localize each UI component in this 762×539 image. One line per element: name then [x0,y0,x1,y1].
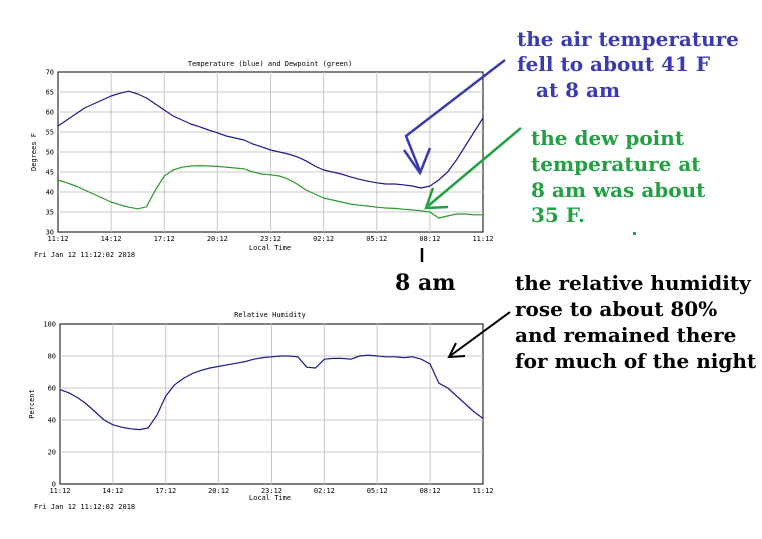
humidity-y-axis-label: Percent [28,389,36,419]
y-tick-label: 45 [46,169,54,177]
y-tick-label: 35 [46,209,54,217]
dew-point-note-line-3: 8 am was about [531,178,706,202]
x-tick-label: 02:12 [314,487,335,495]
x-tick-label: 14:12 [102,487,123,495]
humidity-note: the relative humidity rose to about 80% … [515,271,757,373]
humidity-note-line-3: and remained there [515,323,736,347]
temperature-y-axis-label: Degrees F [30,133,38,171]
air-temperature-arrow [402,59,506,176]
x-tick-label: 11:12 [472,235,493,243]
humidity-x-ticks: 11:12 14:12 17:12 20:12 23:12 02:12 05:12 08:12… [49,487,493,495]
dew-point-note-line-1: the dew point [531,126,685,150]
humidity-x-axis-label: Local Time [249,494,291,502]
y-tick-label: 50 [46,149,54,157]
series-line-1 [57,165,483,219]
x-tick-label: 23:12 [261,487,282,495]
dew-point-note: the dew point temperature at 8 am was ab… [531,126,706,235]
x-tick-label: 02:12 [313,235,334,243]
temperature-x-axis-label: Local Time [249,244,291,252]
y-tick-label: 0 [52,481,56,489]
series-line-0 [57,90,484,189]
temperature-x-ticks: 11:12 14:12 17:12 20:12 23:12 02:12 05:12 08:12… [47,235,493,243]
time-marker: 8 am [395,248,456,296]
y-tick-label: 20 [48,449,56,457]
x-tick-label: 14:12 [101,235,122,243]
x-tick-label: 11:12 [472,487,493,495]
x-tick-label: 08:12 [419,235,440,243]
humidity-chart-title: Relative Humidity [234,311,306,319]
humidity-note-line-2: rose to about 80% [515,297,717,321]
x-tick-label: 20:12 [207,235,228,243]
x-tick-label: 08:12 [420,487,441,495]
x-tick-label: 05:12 [367,487,388,495]
x-tick-label: 11:12 [49,487,70,495]
air-temp-note-line-2: fell to about 41 F [517,52,710,76]
y-tick-label: 70 [46,69,54,77]
humidity-y-ticks: 0 20 40 60 80 100 [43,321,56,489]
humidity-note-line-1: the relative humidity [515,271,752,295]
y-tick-label: 65 [46,89,54,97]
series-line-0 [59,354,484,431]
temperature-y-ticks: 30 35 40 45 50 55 60 65 70 [46,69,54,237]
temperature-timestamp: Fri Jan 12 11:12:02 2018 [34,251,135,259]
y-tick-label: 55 [46,129,54,137]
air-temp-note-line-1: the air temperature [517,27,739,51]
y-tick-label: 60 [48,385,56,393]
x-tick-label: 20:12 [208,487,229,495]
humidity-series-lines [59,354,484,431]
y-tick-label: 100 [43,321,56,329]
temperature-chart: Temperature (blue) and Dewpoint (green) … [30,60,494,259]
dew-point-arrow [424,127,522,210]
y-tick-label: 60 [46,109,54,117]
humidity-grid [60,324,483,484]
temperature-series-lines [57,90,484,219]
x-tick-label: 17:12 [154,235,175,243]
time-marker-label: 8 am [395,270,456,296]
humidity-note-line-4: for much of the night [515,349,757,373]
air-temperature-note: the air temperature fell to about 41 F a… [517,27,739,102]
temperature-chart-title: Temperature (blue) and Dewpoint (green) [188,60,352,68]
humidity-chart: Relative Humidity 0 20 40 60 80 100 11:12 14:1… [28,311,494,511]
temperature-grid [58,72,483,232]
stray-green-dot [633,232,636,235]
y-tick-label: 40 [48,417,56,425]
x-tick-label: 05:12 [366,235,387,243]
y-tick-label: 30 [46,229,54,237]
y-tick-label: 40 [46,189,54,197]
dew-point-note-line-2: temperature at [531,152,701,176]
x-tick-label: 23:12 [260,235,281,243]
x-tick-label: 11:12 [47,235,68,243]
humidity-timestamp: Fri Jan 12 11:12:02 2018 [34,503,135,511]
air-temp-note-line-3: at 8 am [536,78,620,102]
humidity-arrow [447,311,511,359]
y-tick-label: 80 [48,353,56,361]
x-tick-label: 17:12 [155,487,176,495]
dew-point-note-line-4: 35 F. [531,203,585,227]
